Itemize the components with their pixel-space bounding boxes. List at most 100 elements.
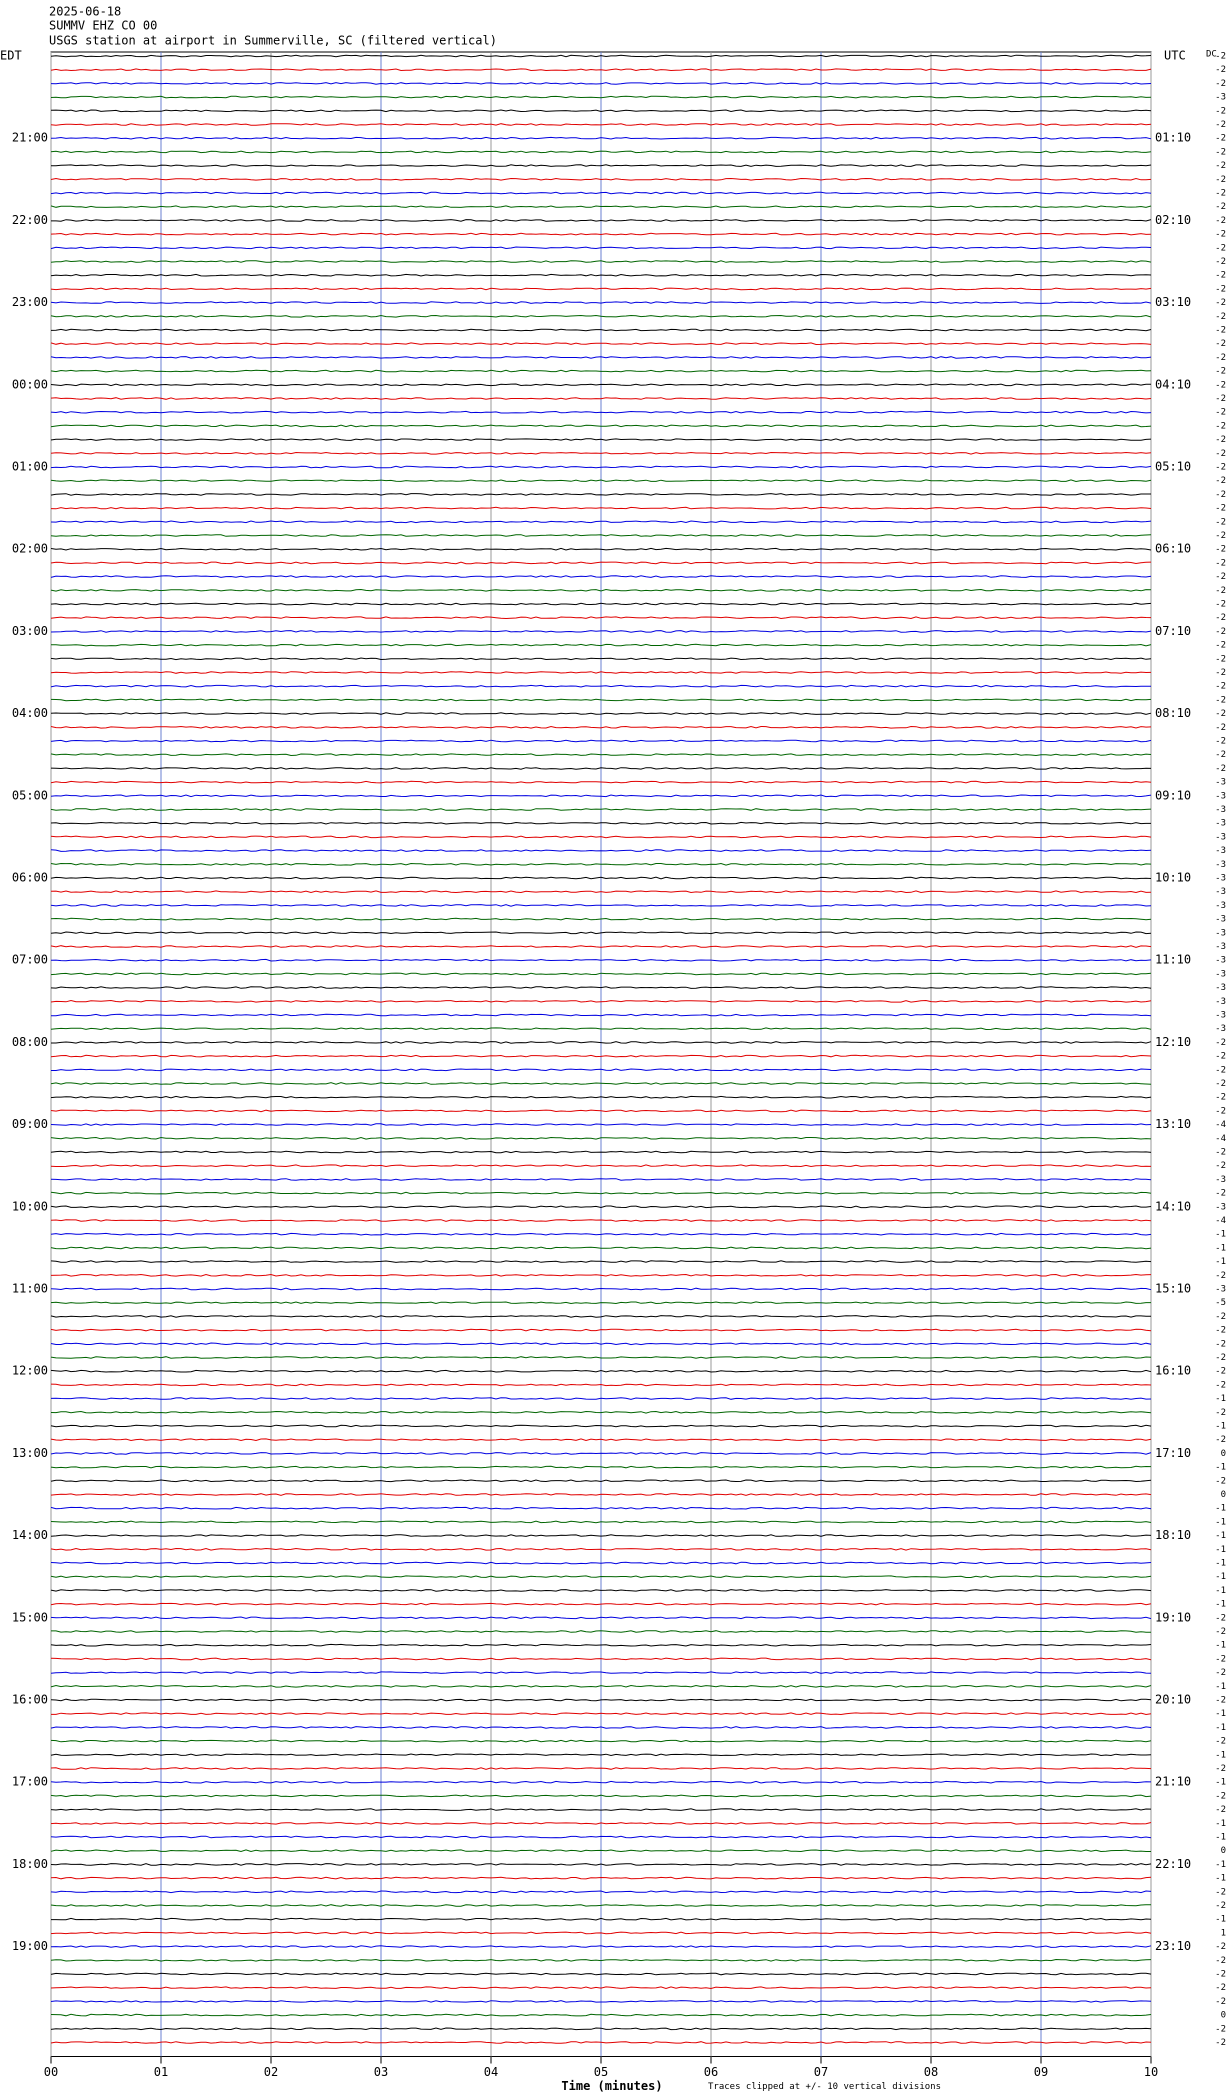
edt-label: 15:00 [12,1610,48,1624]
trace [50,1315,1151,1318]
trace [50,1506,1152,1510]
dc-offset: 0 [1221,1490,1226,1500]
dc-offset: -2 [1215,545,1226,555]
dc-offset: -2 [1215,380,1226,390]
offset-header: DC [1206,50,1217,60]
trace [50,1328,1152,1332]
edt-label: 10:00 [12,1199,48,1213]
trace [50,1095,1152,1099]
x-tick-label: 08 [924,2065,938,2079]
dc-offset: -2 [1215,1106,1226,1116]
dc-offset: -1 [1215,1860,1226,1870]
dc-offset: -2 [1215,709,1226,719]
dc-offset: -2 [1215,1613,1226,1623]
dc-offset: -2 [1215,106,1226,116]
dc-offset: -1 [1215,1545,1226,1555]
trace [50,246,1152,250]
trace [51,1013,1152,1017]
trace [50,2041,1152,2044]
trace [50,1520,1152,1524]
dc-offset: -2 [1215,1970,1226,1980]
dc-offset: -3 [1215,846,1226,856]
dc-offset: -2 [1215,120,1226,130]
dc-offset: -2 [1215,1161,1226,1171]
trace [50,1794,1152,1798]
dc-offset: -2 [1215,1079,1226,1089]
trace [50,1246,1152,1250]
dc-offset: -2 [1215,723,1226,733]
trace [50,438,1152,441]
dc-offset: -2 [1215,463,1226,473]
utc-label: 13:10 [1155,1117,1191,1131]
edt-label: 17:00 [12,1775,48,1789]
edt-label: 00:00 [12,377,48,391]
trace [50,808,1152,811]
trace [50,82,1152,85]
dc-offset: -4 [1215,1216,1226,1226]
dc-offset: -1 [1215,1230,1226,1240]
dc-offset: -2 [1215,2024,1226,2034]
dc-offset: -1 [1215,1682,1226,1692]
edt-label: 06:00 [12,871,48,885]
dc-offset: -2 [1215,216,1226,226]
trace [50,767,1152,770]
trace [50,1972,1152,1976]
dc-offset: -2 [1215,408,1226,418]
x-tick-label: 10 [1144,2065,1158,2079]
dc-offset: -2 [1215,1312,1226,1322]
trace [50,465,1152,469]
trace [50,1821,1152,1825]
dc-offset: -2 [1215,353,1226,363]
trace [50,287,1152,291]
utc-label: 15:10 [1155,1282,1191,1296]
dc-offset: -1 [1215,1517,1226,1527]
trace [50,835,1152,839]
x-tick-label: 05 [594,2065,608,2079]
dc-offset: -1 [1215,1572,1226,1582]
edt-label: 08:00 [12,1035,48,1049]
dc-offset: -2 [1215,134,1226,144]
utc-label: 16:10 [1155,1364,1191,1378]
trace [50,2013,1152,2017]
dc-offset: -1 [1215,1723,1226,1733]
edt-label: 07:00 [12,953,48,967]
trace [50,1945,1152,1948]
dc-offset: -2 [1215,1408,1226,1418]
utc-label: 11:10 [1155,953,1191,967]
dc-offset: -2 [1215,421,1226,431]
trace [50,849,1152,852]
dc-offset: -2 [1215,600,1226,610]
trace [50,424,1152,428]
trace [50,1808,1152,1811]
dc-offset: -3 [1215,901,1226,911]
dc-offset: -1 [1215,1257,1226,1267]
dc-offset: -2 [1215,1148,1226,1158]
dc-offset: -1 [1215,1463,1226,1473]
trace [50,630,1152,633]
dc-offset: -2 [1215,1326,1226,1336]
dc-offset: -2 [1215,764,1226,774]
dc-offset: -2 [1215,1696,1226,1706]
dc-offset: -2 [1215,367,1226,377]
dc-offset: -2 [1215,476,1226,486]
dc-offset: -3 [1215,832,1226,842]
edt-label: 02:00 [12,542,48,556]
dc-offset: -3 [1215,928,1226,938]
dc-offset: -3 [1215,956,1226,966]
edt-label: 19:00 [12,1939,48,1953]
dc-offset: -2 [1215,654,1226,664]
title-line: 2025-06-18 [49,5,121,19]
dc-offset: -2 [1215,147,1226,157]
trace [50,1438,1152,1442]
trace [50,1780,1152,1784]
dc-offset: -1 [1215,1559,1226,1569]
utc-label: 19:10 [1155,1610,1191,1624]
dc-offset: -2 [1215,531,1226,541]
dc-offset: -2 [1215,1476,1226,1486]
trace [50,1424,1152,1428]
dc-offset: -2 [1215,1997,1226,2007]
trace [50,479,1152,483]
dc-offset: -2 [1215,1654,1226,1664]
dc-offset: -3 [1215,1011,1226,1021]
